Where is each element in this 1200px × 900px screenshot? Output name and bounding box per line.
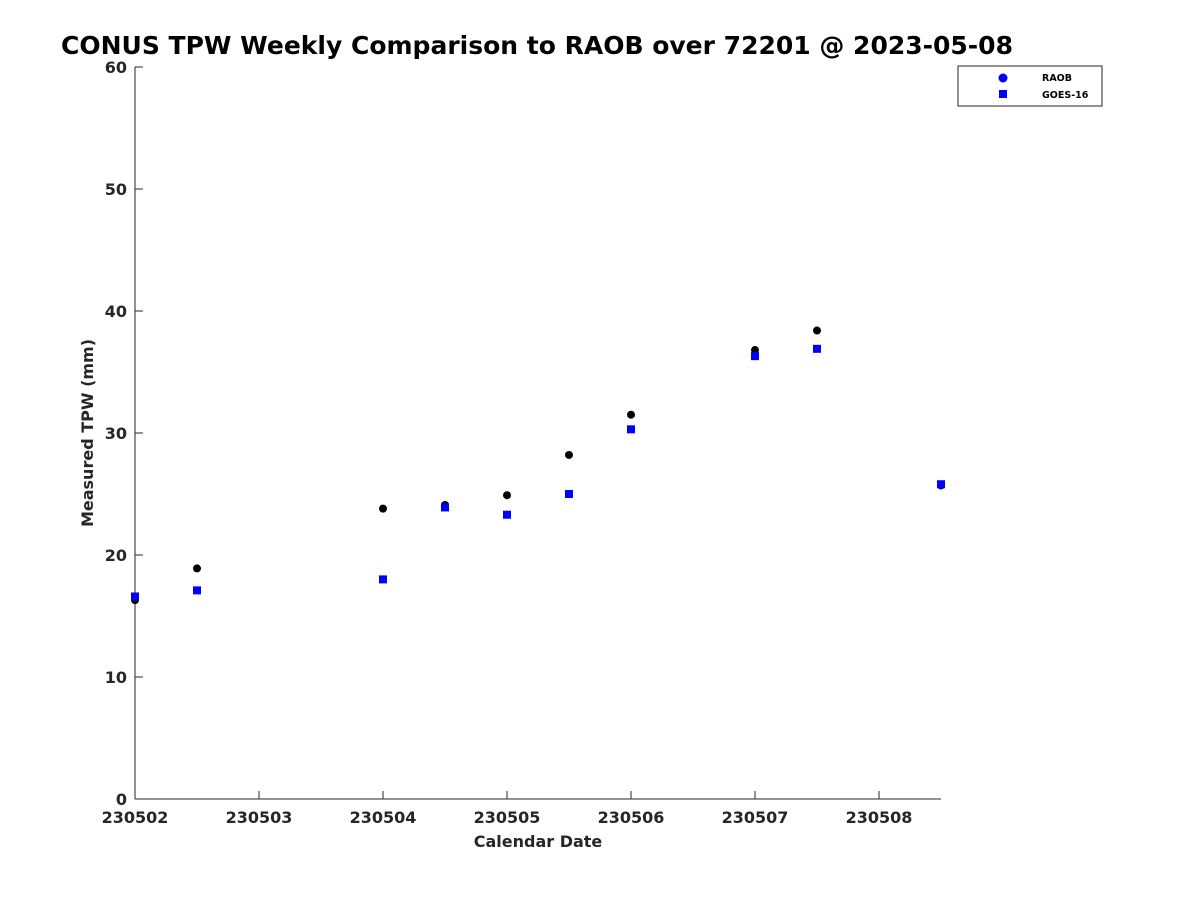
goes-16-point [627,425,635,434]
y-tick-label: 40 [105,302,127,321]
legend: RAOB GOES-16 [957,65,1103,107]
x-tick-label: 230508 [846,808,913,827]
goes-16-point [565,490,573,498]
axes [134,67,941,800]
raob-point [565,450,573,459]
goes-16-point [379,575,387,584]
x-axis-label: Calendar Date [474,832,603,851]
chart-title: CONUS TPW Weekly Comparison to RAOB over… [61,31,1013,60]
x-axis-ticks: 230502 230503 230504 230505 230506 230507 2305… [102,791,913,827]
goes-16-point [937,480,945,489]
legend-raob-label: RAOB [1042,73,1072,84]
y-tick-label: 50 [105,180,127,199]
legend-box [957,65,1103,107]
y-axis-ticks: 0 10 20 30 40 50 60 [105,58,143,809]
x-tick-label: 230505 [474,808,541,827]
x-tick-label: 230506 [598,808,665,827]
data-points [131,326,945,605]
goes-16-point [751,352,759,361]
raob-point [813,326,821,335]
x-tick-label: 230507 [722,808,789,827]
y-tick-label: 30 [105,424,127,443]
y-axis-label: Measured TPW (mm) [78,339,97,527]
raob-point [379,504,387,513]
legend-goes-marker [999,90,1007,98]
raob-point [751,346,759,355]
y-tick-label: 0 [116,790,127,809]
goes-16-point [441,503,449,512]
y-tick-label: 10 [105,668,127,687]
raob-point [627,410,635,419]
legend-goes-label: GOES-16 [1042,90,1089,101]
y-tick-label: 60 [105,58,127,77]
y-tick-label: 20 [105,546,127,565]
x-tick-label: 230503 [226,808,293,827]
raob-point [503,491,511,500]
raob-point [193,564,201,573]
x-tick-label: 230504 [350,808,417,827]
goes-16-point [813,344,821,353]
goes-16-point [503,510,511,519]
legend-raob-marker [998,73,1008,83]
x-tick-label: 230502 [102,808,169,827]
goes-16-point [193,586,201,595]
goes-16-point [131,592,139,601]
